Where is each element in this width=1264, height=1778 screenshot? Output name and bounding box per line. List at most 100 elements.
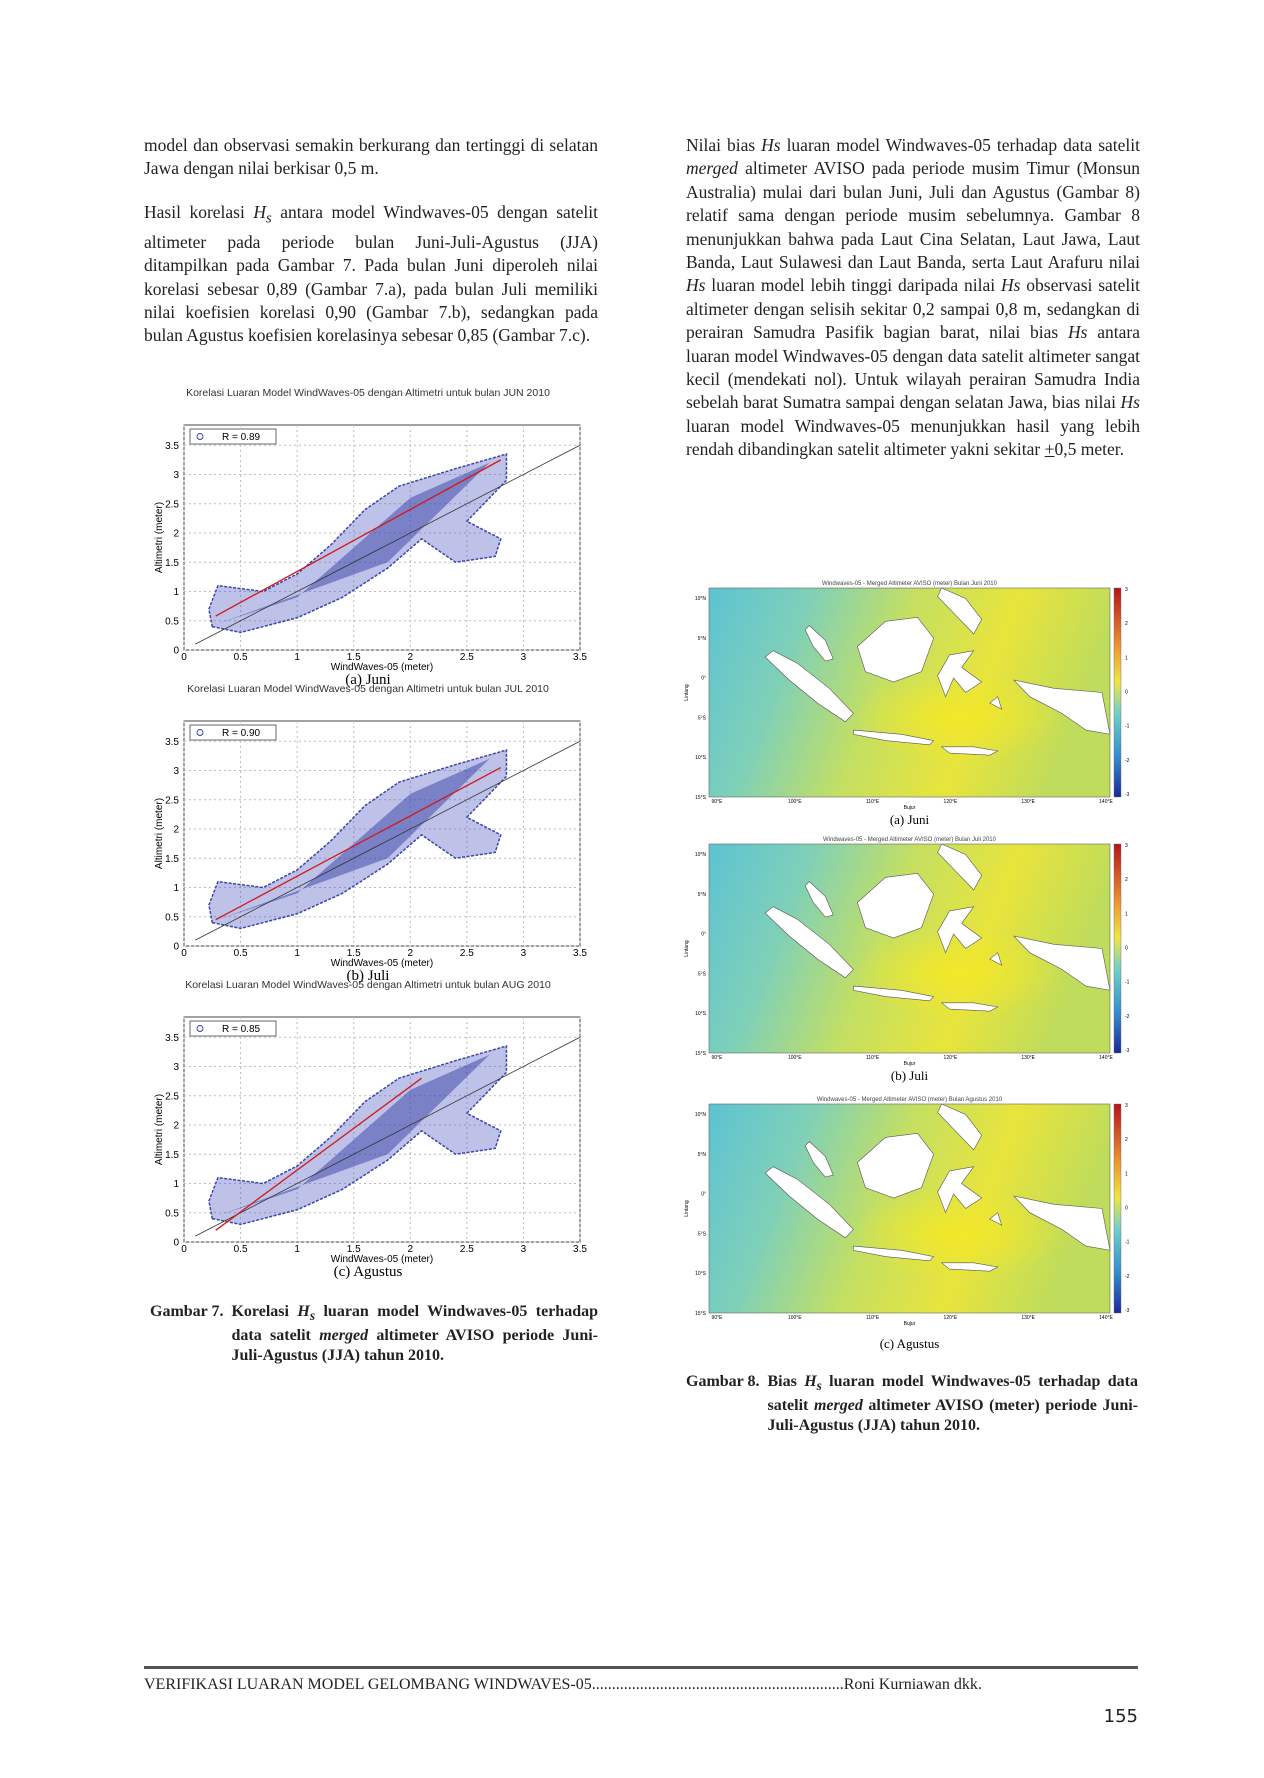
map-land — [989, 696, 1003, 710]
text: observasi satelit altimeter dengan selis… — [686, 275, 1141, 343]
lon-tick-label: 110°E — [866, 799, 880, 805]
right-column: Nilai bias Hs luaran model Windwaves-05 … — [686, 134, 1140, 482]
lon-tick-label: 90°E — [712, 1055, 724, 1061]
text: antara luaran model Windwaves-05 dengan … — [686, 322, 1140, 413]
lon-tick-label: 130°E — [1021, 799, 1035, 805]
x-tick-label: 0.5 — [234, 652, 248, 663]
map-x-label: Bujur — [904, 1321, 916, 1327]
y-tick-label: 0.5 — [165, 912, 179, 923]
text: antara model Windwaves-05 dengan satelit… — [144, 201, 599, 346]
text: Bias — [767, 1373, 805, 1390]
map-land — [804, 1141, 834, 1178]
x-tick-label: 1 — [294, 948, 300, 959]
map-land — [937, 843, 983, 891]
colorbar-tick-label: 3 — [1125, 1103, 1128, 1109]
lat-tick-label: 10°S — [695, 755, 707, 761]
legend-text: R = 0.90 — [222, 728, 261, 739]
fit-line — [215, 767, 502, 921]
lat-tick-label: 10°S — [695, 1271, 707, 1277]
lon-tick-label: 100°E — [788, 1055, 802, 1061]
symbol: H — [253, 201, 267, 222]
lat-tick-label: 5°S — [698, 971, 707, 977]
plot-title: Korelasi Luaran Model WindWaves-05 denga… — [185, 979, 551, 991]
panel-caption: (b) Juli — [891, 1068, 929, 1083]
colorbar — [1113, 1103, 1122, 1314]
y-tick-label: 1.5 — [165, 1150, 179, 1161]
colorbar-tick-label: 0 — [1125, 946, 1128, 952]
map-figure: Windwaves-05 - Merged Altimeter AVISO (m… — [684, 837, 1130, 1083]
y-tick-label: 3 — [173, 766, 179, 777]
lon-tick-label: 100°E — [788, 799, 802, 805]
y-tick-label: 1.5 — [165, 558, 179, 569]
y-tick-label: 0.5 — [165, 1208, 179, 1219]
author: Roni Kurniawan dkk. — [843, 1676, 982, 1693]
scatter-figure: Korelasi Luaran Model WindWaves-05 denga… — [154, 683, 587, 984]
text: luaran model Windwaves-05 menunjukkan ha… — [686, 415, 1140, 460]
text: altimeter AVISO pada periode musim Timur… — [686, 158, 1140, 273]
lat-tick-label: 10°N — [695, 596, 707, 602]
y-tick-label: 1.5 — [165, 854, 179, 865]
x-tick-label: 2.5 — [460, 652, 474, 663]
x-tick-label: 0.5 — [234, 1244, 248, 1255]
colorbar-tick-label: 2 — [1125, 1137, 1128, 1143]
colorbar — [1113, 587, 1122, 798]
legend-text: R = 0.85 — [222, 1024, 261, 1035]
lat-tick-label: 15°S — [695, 795, 707, 801]
colorbar-tick-label: -1 — [1125, 724, 1130, 730]
text: Hs — [1068, 322, 1088, 343]
map-y-label: Lintang — [684, 684, 690, 701]
y-tick-label: 2.5 — [165, 499, 179, 510]
map-land — [857, 872, 934, 939]
lon-tick-label: 140°E — [1099, 799, 1113, 805]
colorbar-tick-label: -2 — [1125, 758, 1130, 764]
scatter-figure: Korelasi Luaran Model WindWaves-05 denga… — [154, 979, 587, 1280]
subscript: s — [266, 210, 272, 227]
text: luaran model Windwaves-05 terhadap data … — [231, 1303, 599, 1345]
panel-caption: (b) Juli — [347, 968, 390, 984]
reference-line — [195, 740, 581, 941]
x-tick-label: 2.5 — [460, 948, 474, 959]
legend-box — [189, 428, 277, 445]
reference-line — [195, 1036, 581, 1237]
y-tick-label: 3.5 — [165, 441, 179, 452]
map-land — [1012, 679, 1111, 735]
page-number: 155 — [1103, 1706, 1138, 1727]
point-cloud — [208, 453, 508, 634]
x-tick-label: 0.5 — [234, 948, 248, 959]
fit-line — [215, 459, 502, 617]
legend-text: R = 0.89 — [222, 432, 261, 443]
x-tick-label: 1.5 — [347, 652, 361, 663]
plot-frame — [183, 1016, 581, 1243]
map-land — [853, 985, 935, 1002]
colorbar-tick-label: -3 — [1125, 792, 1130, 798]
y-tick-label: 0.5 — [165, 616, 179, 627]
map-land — [764, 906, 854, 979]
plot-title: Korelasi Luaran Model WindWaves-05 denga… — [187, 683, 549, 695]
map-land — [940, 746, 999, 756]
lat-tick-label: 0° — [701, 932, 706, 938]
lon-tick-label: 90°E — [712, 799, 724, 805]
lon-tick-label: 120°E — [944, 1315, 958, 1321]
lon-tick-label: 90°E — [712, 1315, 724, 1321]
lon-tick-label: 140°E — [1099, 1315, 1113, 1321]
text: Hs — [1120, 392, 1140, 413]
map-title: Windwaves-05 - Merged Altimeter AVISO (m… — [817, 1097, 1003, 1103]
legend-box — [189, 724, 277, 741]
text: 0,5 meter. — [1054, 439, 1125, 460]
scatter-figure: Korelasi Luaran Model WindWaves-05 denga… — [154, 387, 587, 688]
lat-tick-label: 10°S — [695, 1011, 707, 1017]
y-tick-label: 1 — [173, 883, 179, 894]
colorbar-tick-label: -2 — [1125, 1014, 1130, 1020]
lat-tick-label: 5°S — [698, 715, 707, 721]
text: altimeter AVISO periode Juni-Juli-Agustu… — [231, 1327, 598, 1365]
symbol: H — [297, 1303, 310, 1320]
x-tick-label: 0 — [181, 948, 187, 959]
x-tick-label: 3 — [521, 652, 527, 663]
map-land — [853, 729, 935, 746]
map-title: Windwaves-05 - Merged Altimeter AVISO (m… — [823, 837, 997, 843]
map-land — [989, 952, 1003, 966]
map-frame — [708, 843, 1111, 1054]
x-tick-label: 2 — [408, 1244, 414, 1255]
map-land — [937, 587, 983, 635]
caption-text: Bias Hs luaran model Windwaves-05 terhad… — [767, 1372, 1138, 1436]
